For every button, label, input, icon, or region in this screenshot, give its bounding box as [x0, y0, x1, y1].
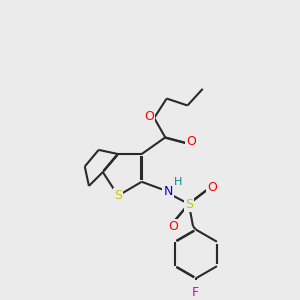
Text: O: O: [186, 135, 196, 148]
Text: O: O: [207, 182, 217, 194]
Text: O: O: [144, 110, 154, 123]
Text: O: O: [169, 220, 178, 233]
Text: S: S: [114, 189, 122, 202]
Text: H: H: [174, 177, 182, 187]
Text: F: F: [192, 286, 200, 299]
Text: N: N: [164, 185, 173, 198]
Text: S: S: [185, 197, 193, 211]
